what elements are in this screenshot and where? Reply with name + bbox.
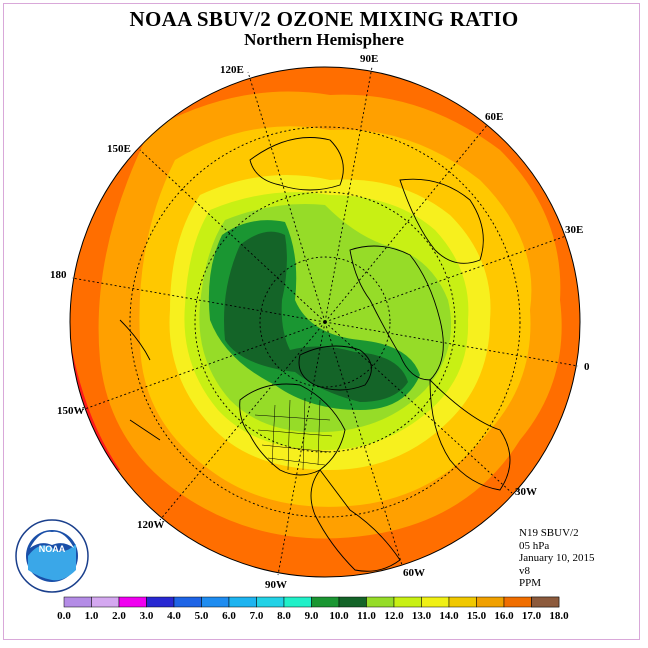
colorbar-swatch: [201, 596, 230, 608]
colorbar-tick-label: 2.0: [112, 610, 126, 622]
colorbar-tick-label: 12.0: [384, 610, 404, 622]
colorbar-tick-label: 3.0: [140, 610, 154, 622]
colorbar-tick-label: 17.0: [522, 610, 542, 622]
longitude-labels: 90E 60E 30E 0 30W 60W 90W 120W 150W 180 …: [50, 53, 590, 591]
colorbar-swatch: [118, 596, 147, 608]
colorbar-swatch: [448, 596, 477, 608]
lon-label-150w: 150W: [57, 405, 85, 417]
noaa-logo: NOAA: [15, 519, 89, 593]
colorbar-swatch: [91, 596, 120, 608]
colorbar-swatch: [366, 596, 395, 608]
lon-label-30e: 30E: [565, 224, 583, 236]
colorbar-tick-label: 10.0: [329, 610, 349, 622]
map-boundary: [69, 66, 581, 578]
lon-label-120w: 120W: [137, 519, 165, 531]
colorbar-swatch: [283, 596, 312, 608]
colorbar-swatch: [146, 596, 175, 608]
colorbar: 0.0 1.0 2.0 3.0 4.0 5.0 6.0 7.0 8.0 9.0 10.0 11.0 12…: [57, 596, 569, 622]
map-title: NOAA SBUV/2 OZONE MIXING RATIO: [129, 7, 519, 31]
ozone-band-9: [224, 231, 408, 402]
lon-label-30w: 30W: [515, 486, 537, 498]
info-version: v8: [519, 564, 530, 577]
colorbar-tick-label: 6.0: [222, 610, 236, 622]
colorbar-swatch: [256, 596, 285, 608]
colorbar-tick-label: 9.0: [305, 610, 319, 622]
colorbar-swatch: [476, 596, 505, 608]
info-units: PPM: [519, 577, 542, 589]
lon-label-90w: 90W: [265, 579, 287, 591]
map-subtitle: Northern Hemisphere: [244, 30, 404, 49]
info-level: 05 hPa: [519, 539, 550, 552]
graticule: [71, 66, 579, 576]
colorbar-tick-label: 16.0: [494, 610, 514, 622]
lon-label-0: 0: [584, 361, 590, 373]
coastlines: [119, 137, 511, 572]
lon-label-90e: 90E: [360, 53, 378, 65]
colorbar-tick-label: 13.0: [412, 610, 432, 622]
colorbar-tick-label: 1.0: [85, 610, 99, 622]
colorbar-tick-label: 5.0: [195, 610, 209, 622]
figure-frame: [3, 3, 640, 640]
colorbar-swatch: [421, 596, 450, 608]
lon-label-180: 180: [50, 269, 67, 281]
colorbar-swatch: [531, 596, 560, 608]
colorbar-swatch: [63, 596, 92, 608]
info-block: N19 SBUV/2 05 hPa January 10, 2015 v8 PP…: [519, 527, 594, 590]
colorbar-tick-label: 14.0: [439, 610, 459, 622]
colorbar-tick-label: 7.0: [250, 610, 264, 622]
noaa-logo-text: NOAA: [39, 544, 66, 554]
lon-label-150e: 150E: [107, 143, 131, 155]
info-satellite: N19 SBUV/2: [519, 527, 579, 539]
lon-label-120e: 120E: [220, 64, 244, 76]
lon-label-60w: 60W: [403, 567, 425, 579]
colorbar-tick-label: 8.0: [277, 610, 291, 622]
colorbar-swatch: [338, 596, 367, 608]
colorbar-tick-label: 15.0: [467, 610, 487, 622]
colorbar-swatch: [173, 596, 202, 608]
colorbar-swatch: [503, 596, 532, 608]
colorbar-tick-label: 0.0: [57, 610, 71, 622]
colorbar-swatch: [228, 596, 257, 608]
colorbar-tick-label: 4.0: [167, 610, 181, 622]
colorbar-swatch: [393, 596, 422, 608]
colorbar-tick-label: 11.0: [357, 610, 376, 622]
colorbar-tick-label: 18.0: [549, 610, 569, 622]
lon-label-60e: 60E: [485, 111, 503, 123]
colorbar-swatch: [311, 596, 340, 608]
info-date: January 10, 2015: [519, 552, 595, 564]
